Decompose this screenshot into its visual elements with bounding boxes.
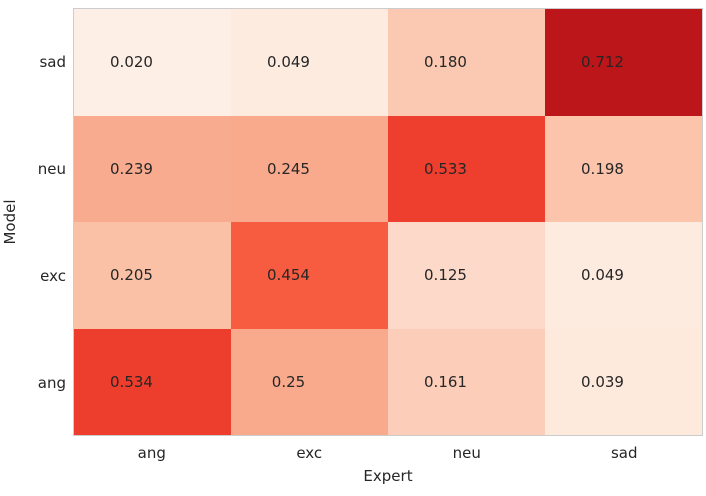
heatmap-cell: 0.020 [74,9,231,116]
cell-value: 0.25 [271,372,306,391]
cell-value: 0.198 [581,159,624,178]
cell-value: 0.180 [424,53,467,72]
cell-value: 0.245 [267,159,310,178]
x-tick-label: ang [137,444,166,462]
heatmap-cell: 0.534 [74,328,231,435]
cell-value: 0.454 [267,266,310,285]
x-tick-label: sad [610,444,638,462]
heatmap-cell: 0.25 [231,328,388,435]
y-axis-title: Model [1,199,19,245]
heatmap-cell: 0.454 [231,222,388,329]
heatmap-cell: 0.049 [231,9,388,116]
cell-value: 0.161 [424,372,467,391]
heatmap-cell: 0.039 [545,328,702,435]
cell-value: 0.712 [581,53,624,72]
cell-value: 0.533 [424,159,467,178]
cell-value: 0.205 [110,266,153,285]
y-tick-label: neu [37,159,66,178]
cell-value: 0.239 [110,159,153,178]
heatmap-cell: 0.712 [545,9,702,116]
cell-value: 0.125 [424,266,467,285]
y-tick-label: ang [37,373,66,392]
heatmap-cell: 0.125 [388,222,545,329]
cell-value: 0.020 [110,53,153,72]
cell-value: 0.534 [110,372,153,391]
heatmap-cell: 0.198 [545,115,702,222]
heatmap-cell: 0.205 [74,222,231,329]
cell-value: 0.049 [581,266,624,285]
cell-value: 0.049 [267,53,310,72]
heatmap-cell: 0.239 [74,115,231,222]
heatmap-cell: 0.161 [388,328,545,435]
heatmap-cell: 0.245 [231,115,388,222]
heatmap-cell: 0.180 [388,9,545,116]
heatmap-plot-area: 0.020 0.049 0.180 0.712 0.239 0.245 0.533 0.198… [73,8,703,436]
cell-value: 0.039 [581,372,624,391]
x-tick-label: neu [452,444,481,462]
y-tick-label: sad [39,52,66,71]
heatmap-cell: 0.049 [545,222,702,329]
x-tick-label: exc [296,444,323,462]
y-tick-label: exc [40,266,66,285]
x-axis-title: Expert [363,467,413,485]
heatmap-cell: 0.533 [388,115,545,222]
